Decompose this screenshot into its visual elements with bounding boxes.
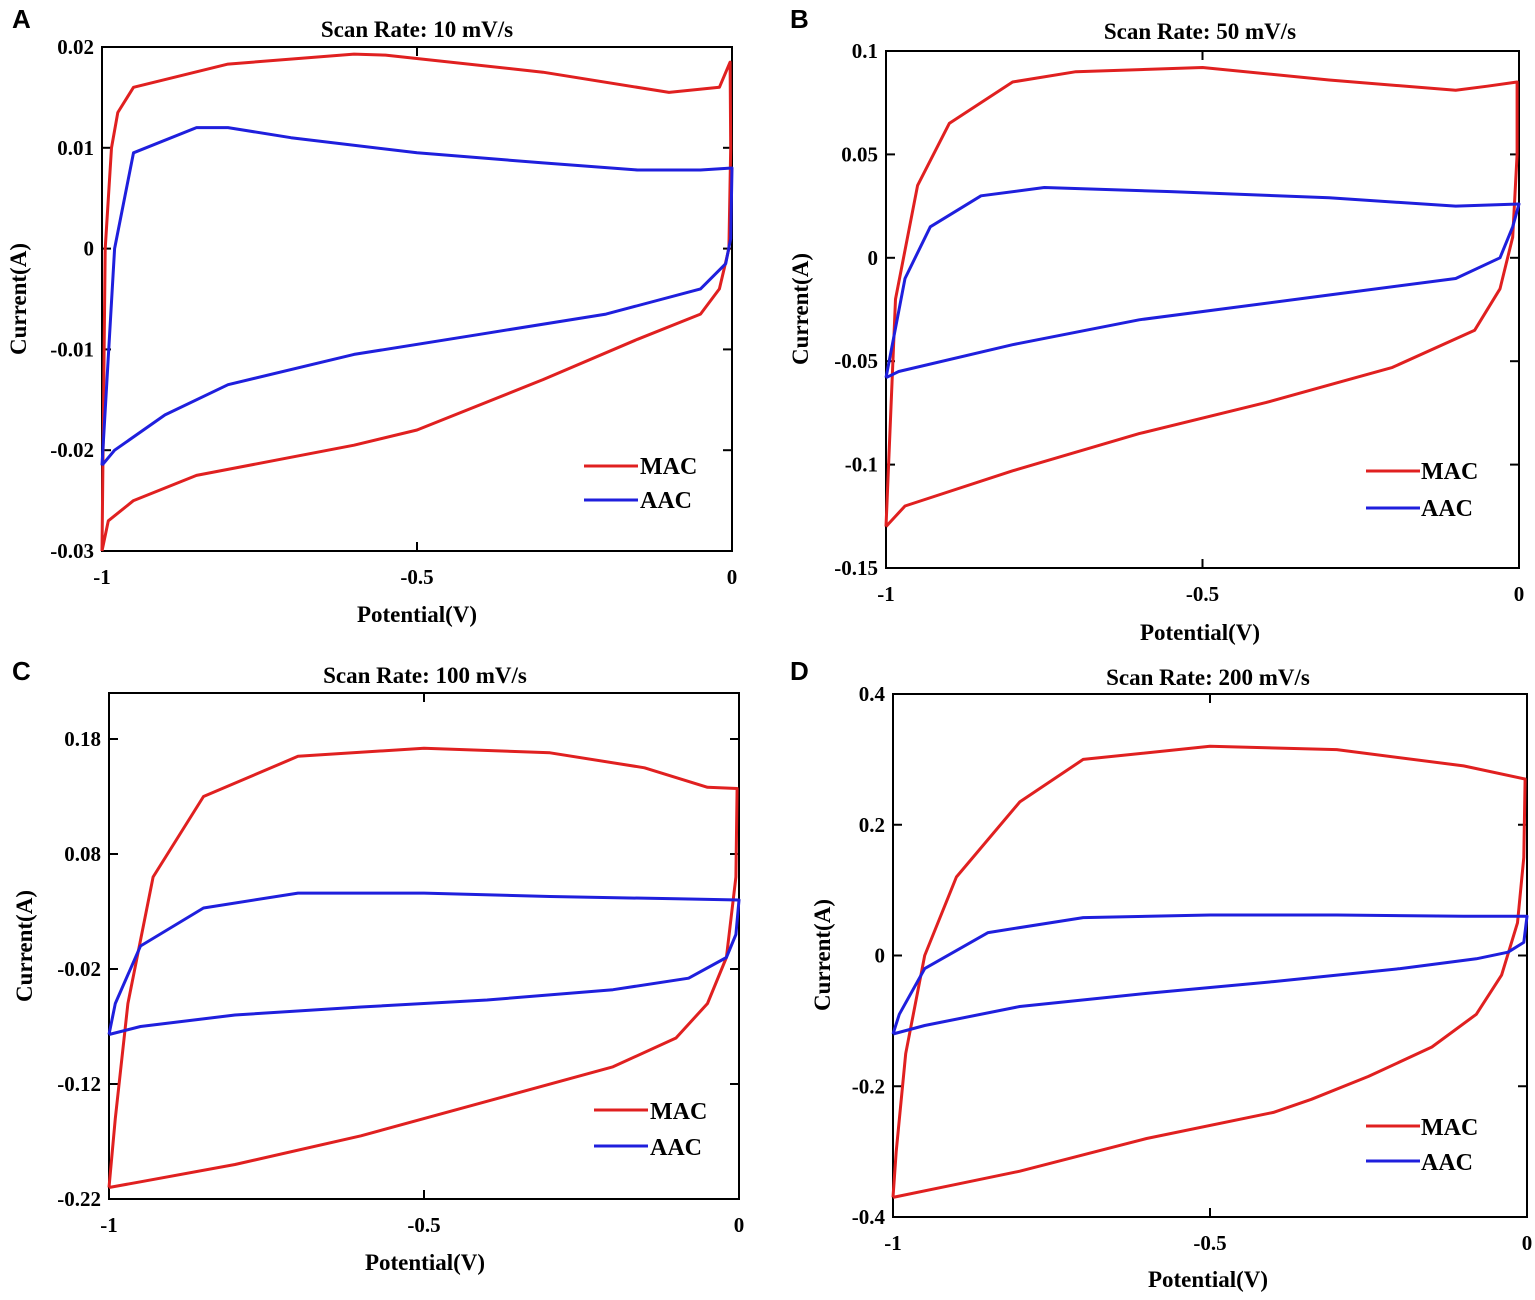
legend-label-aac: AAC — [1421, 496, 1473, 522]
y-tick-label: -0.12 — [57, 1072, 101, 1096]
panel-b: B Scan Rate: 50 mV/s -1 -0.5 0 -0.15 -0.… — [788, 4, 1524, 645]
y-axis-label: Current(A) — [788, 253, 813, 365]
panel-letter: D — [790, 656, 809, 686]
series-curves — [891, 744, 1529, 1199]
y-tick-label: 0.02 — [57, 35, 94, 59]
series-curves — [100, 52, 734, 552]
series-line-aac — [884, 186, 1521, 380]
y-tick-label: -0.2 — [852, 1074, 885, 1098]
panel-letter: A — [12, 4, 31, 34]
legend-label-mac: MAC — [1421, 1115, 1478, 1141]
y-tick-label: -0.03 — [50, 539, 94, 563]
y-tick-label: 0 — [868, 246, 879, 270]
legend-label-mac: MAC — [640, 454, 697, 480]
panel-d: D Scan Rate: 200 mV/s -1 -0.5 0 -0.4 -0.… — [790, 656, 1532, 1292]
panel-letter: C — [12, 656, 31, 686]
x-axis-label: Potential(V) — [357, 602, 477, 627]
y-axis-label: Current(A) — [810, 899, 835, 1011]
y-tick-label: -0.02 — [50, 438, 94, 462]
series-curves — [884, 66, 1521, 528]
x-tick-labels: -1 -0.5 0 — [93, 565, 737, 589]
chart-title: Scan Rate: 10 mV/s — [321, 17, 513, 42]
y-tick-label: 0.08 — [64, 842, 101, 866]
series-line-mac — [107, 746, 739, 1189]
series-line-aac — [107, 891, 741, 1036]
y-tick-label: -0.1 — [845, 453, 878, 477]
x-tick-label: -0.5 — [1186, 582, 1219, 606]
tick-marks — [892, 693, 1528, 1218]
legend: MAC AAC — [584, 454, 697, 514]
legend-label-mac: MAC — [1421, 459, 1478, 485]
x-tick-labels: -1 -0.5 0 — [884, 1231, 1532, 1255]
series-line-mac — [891, 744, 1527, 1199]
x-tick-label: 0 — [727, 565, 738, 589]
legend: MAC AAC — [1366, 1115, 1478, 1176]
chart-title: Scan Rate: 50 mV/s — [1104, 19, 1296, 44]
x-tick-labels: -1 -0.5 0 — [100, 1213, 744, 1237]
y-tick-labels: -0.15 -0.1 -0.05 0 0.05 0.1 — [834, 39, 878, 580]
x-tick-label: -0.5 — [1193, 1231, 1226, 1255]
y-tick-label: 0.18 — [64, 727, 101, 751]
x-tick-label: 0 — [734, 1213, 745, 1237]
series-line-aac — [891, 913, 1529, 1036]
y-tick-label: 0.4 — [859, 682, 886, 706]
legend-label-aac: AAC — [640, 488, 692, 514]
plot-frame — [885, 50, 1520, 569]
legend-label-mac: MAC — [650, 1099, 707, 1125]
panel-letter: B — [790, 4, 809, 34]
y-tick-label: 0 — [84, 237, 95, 261]
y-tick-label: 0.01 — [57, 136, 94, 160]
tick-marks — [108, 693, 740, 1200]
x-tick-label: -1 — [877, 582, 895, 606]
x-axis-label: Potential(V) — [365, 1250, 485, 1275]
y-tick-label: -0.02 — [57, 957, 101, 981]
y-tick-label: -0.15 — [834, 556, 878, 580]
x-tick-label: -0.5 — [407, 1213, 440, 1237]
y-tick-label: 0.05 — [841, 142, 878, 166]
chart-title: Scan Rate: 100 mV/s — [323, 663, 527, 688]
series-curves — [107, 746, 741, 1189]
y-tick-label: -0.22 — [57, 1187, 101, 1211]
x-tick-label: -1 — [93, 565, 111, 589]
x-tick-labels: -1 -0.5 0 — [877, 582, 1524, 606]
y-tick-labels: -0.4 -0.2 0 0.2 0.4 — [852, 682, 886, 1229]
x-tick-label: 0 — [1522, 1231, 1533, 1255]
y-tick-labels: -0.03 -0.02 -0.01 0 0.01 0.02 — [50, 35, 94, 563]
y-tick-label: 0 — [875, 944, 886, 968]
x-tick-label: -1 — [100, 1213, 118, 1237]
y-tick-labels: -0.22 -0.12 -0.02 0.08 0.18 — [57, 727, 101, 1211]
x-axis-label: Potential(V) — [1140, 620, 1260, 645]
x-tick-label: -0.5 — [400, 565, 433, 589]
x-tick-label: -1 — [884, 1231, 902, 1255]
chart-title: Scan Rate: 200 mV/s — [1106, 665, 1310, 690]
series-line-mac — [884, 66, 1519, 528]
panel-a: A Scan Rate: 10 mV/s -1 -0.5 0 -0.03 -0.… — [6, 4, 737, 627]
x-tick-label: 0 — [1514, 582, 1525, 606]
tick-marks — [885, 50, 1520, 569]
y-tick-label: -0.01 — [50, 337, 94, 361]
legend: MAC AAC — [1366, 459, 1478, 522]
series-line-aac — [100, 126, 734, 467]
legend: MAC AAC — [594, 1099, 707, 1161]
series-line-mac — [100, 52, 733, 552]
y-axis-label: Current(A) — [6, 243, 31, 355]
y-tick-label: 0.1 — [852, 39, 878, 63]
panel-c: C Scan Rate: 100 mV/s -1 -0.5 0 -0.22 -0… — [12, 656, 744, 1275]
y-tick-label: -0.05 — [834, 349, 878, 373]
legend-label-aac: AAC — [650, 1135, 702, 1161]
y-tick-label: -0.4 — [852, 1205, 886, 1229]
y-axis-label: Current(A) — [12, 890, 37, 1002]
x-axis-label: Potential(V) — [1148, 1267, 1268, 1292]
legend-label-aac: AAC — [1421, 1150, 1473, 1176]
y-tick-label: 0.2 — [859, 813, 885, 837]
